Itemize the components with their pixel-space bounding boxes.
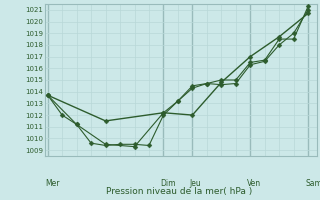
Text: Dim: Dim <box>161 179 176 188</box>
Text: Pression niveau de la mer( hPa ): Pression niveau de la mer( hPa ) <box>106 187 252 196</box>
Text: Sam: Sam <box>305 179 320 188</box>
Text: Jeu: Jeu <box>189 179 201 188</box>
Text: Mer: Mer <box>45 179 59 188</box>
Text: Ven: Ven <box>247 179 261 188</box>
